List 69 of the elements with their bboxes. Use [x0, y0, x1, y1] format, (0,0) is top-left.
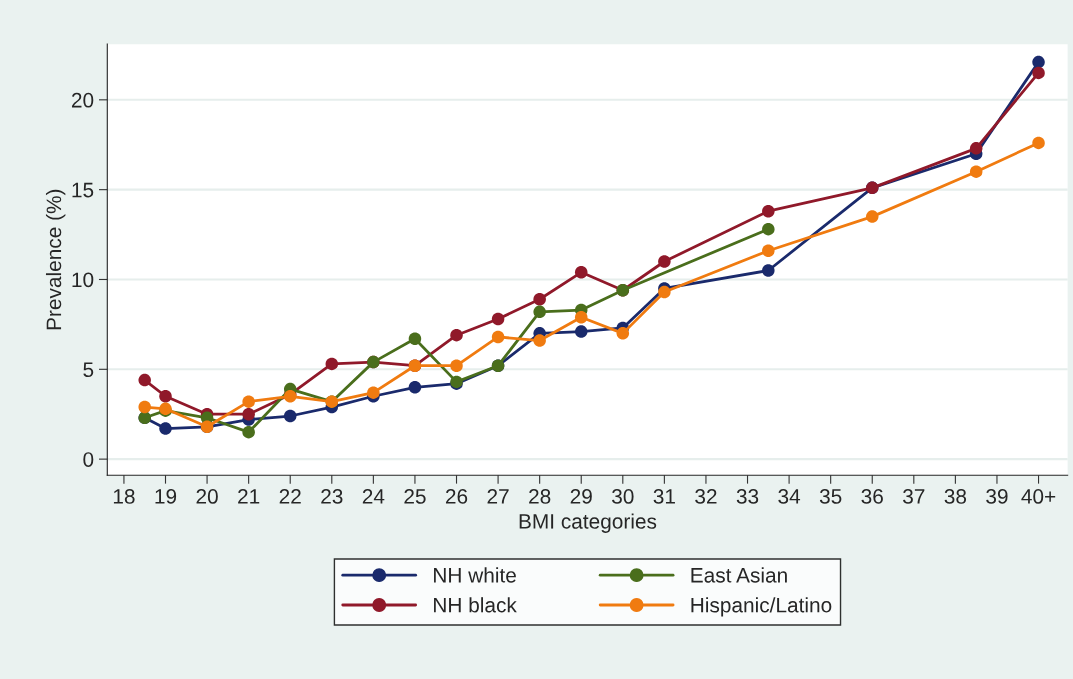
x-tick-label: 27 [487, 489, 509, 504]
point [325, 357, 339, 371]
x-axis-title: BMI categories [519, 513, 657, 533]
point [1032, 66, 1045, 80]
x-tick-label: 28 [529, 489, 551, 504]
point [969, 165, 983, 178]
x-tick-label: 39 [986, 489, 1008, 504]
x-tick-label: 34 [778, 489, 801, 504]
point [762, 222, 775, 236]
x-tick-label: 30 [612, 489, 634, 504]
y-tick-label: 15 [72, 182, 94, 198]
x-tick-label: 38 [944, 489, 967, 504]
x-tick-label: 24 [362, 489, 385, 504]
point [762, 244, 775, 257]
point [450, 359, 463, 372]
point [491, 312, 505, 326]
y-axis-title: Prevalence (%) [45, 189, 66, 330]
x-tick-label: 23 [321, 489, 343, 504]
point [408, 381, 422, 394]
x-tick-label: 21 [238, 489, 260, 504]
x-tick-label: 25 [404, 489, 426, 504]
point [533, 305, 546, 319]
y-tick-label: 0 [83, 452, 94, 467]
point [283, 409, 297, 423]
point [969, 142, 983, 155]
point [658, 255, 671, 268]
point [574, 325, 588, 338]
x-tick-label: 36 [861, 489, 883, 504]
legend-label: NH black [434, 597, 517, 613]
point [138, 373, 151, 387]
legend-label: Hispanic/Latino [691, 597, 832, 617]
x-tick-label: 19 [155, 489, 177, 504]
x-tick-label: 37 [903, 489, 925, 504]
point [408, 332, 422, 346]
y-tick-label: 5 [83, 362, 94, 378]
point [1032, 55, 1045, 69]
point [533, 292, 546, 306]
y-tick-label: 10 [72, 272, 94, 288]
point [574, 266, 588, 279]
x-tick-label: 22 [279, 489, 301, 504]
legend-label: NH white [434, 567, 516, 583]
point [367, 386, 380, 399]
x-tick-label: 40+ [1021, 489, 1056, 504]
x-tick-label: 26 [445, 489, 468, 504]
point [762, 204, 775, 218]
point [865, 210, 879, 223]
point [159, 422, 172, 435]
point [616, 327, 630, 340]
point [491, 330, 505, 344]
point [138, 400, 151, 414]
y-tick-label: 20 [71, 92, 94, 108]
point [242, 407, 255, 421]
point [574, 310, 588, 324]
point [242, 425, 255, 439]
x-tick-label: 20 [196, 489, 218, 504]
point [1032, 136, 1045, 150]
x-tick-label: 35 [819, 489, 842, 504]
point [762, 264, 775, 277]
point [533, 334, 546, 347]
point [658, 285, 671, 299]
point [242, 395, 255, 408]
x-tick-label: 29 [570, 489, 592, 504]
x-tick-label: 31 [653, 489, 675, 504]
x-tick-label: 32 [695, 489, 717, 504]
point [450, 328, 463, 342]
point [159, 390, 172, 403]
legend-label: East Asian [691, 567, 787, 583]
x-tick-label: 33 [736, 489, 759, 504]
x-tick-label: 18 [113, 489, 135, 504]
